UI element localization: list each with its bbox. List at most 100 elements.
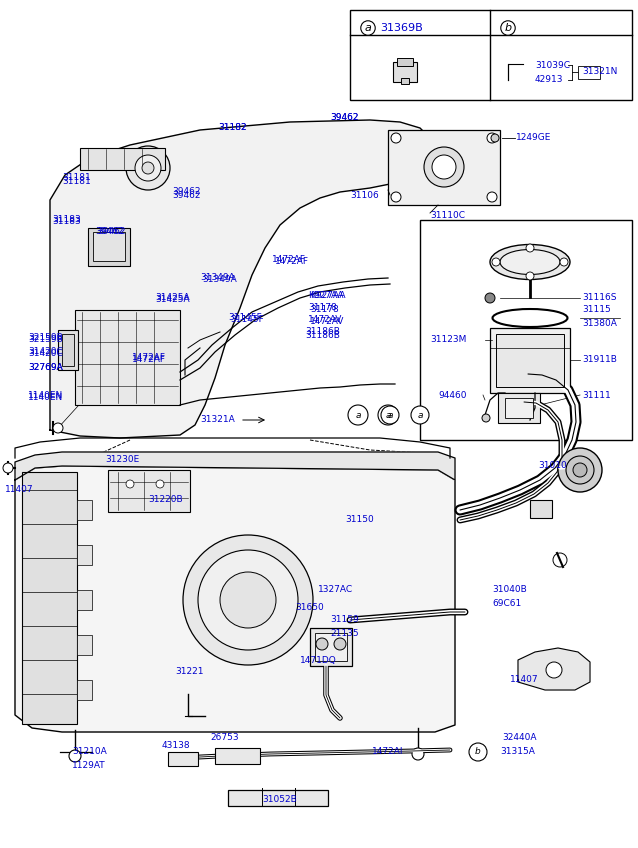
Text: 21135: 21135	[330, 628, 359, 638]
Text: a: a	[355, 410, 360, 420]
Text: 31220B: 31220B	[148, 495, 182, 505]
Bar	[88, 228, 130, 266]
Text: 1472AF: 1472AF	[132, 355, 166, 365]
Circle shape	[558, 448, 602, 492]
Bar	[77, 680, 92, 700]
Circle shape	[316, 638, 328, 650]
Circle shape	[391, 192, 401, 202]
Text: 26753: 26753	[210, 734, 239, 743]
Text: 31221: 31221	[175, 667, 204, 677]
Text: 31911B: 31911B	[582, 355, 617, 365]
Text: 1471DQ: 1471DQ	[300, 656, 337, 665]
Text: 31145F: 31145F	[230, 315, 263, 325]
Text: a: a	[385, 410, 390, 420]
Bar	[388, 130, 500, 205]
Text: 31178: 31178	[310, 304, 339, 314]
Bar	[77, 500, 92, 520]
Text: 1472AI: 1472AI	[372, 747, 403, 756]
Text: 39462: 39462	[172, 192, 200, 200]
Circle shape	[526, 272, 534, 280]
Bar	[315, 633, 347, 661]
Text: 1472AF: 1472AF	[132, 354, 166, 362]
Text: 31182: 31182	[218, 124, 247, 132]
Text: 31650: 31650	[295, 604, 323, 612]
Bar	[496, 334, 564, 387]
Bar	[168, 752, 198, 766]
Text: a: a	[387, 410, 393, 420]
Text: 39462: 39462	[330, 114, 359, 122]
Ellipse shape	[500, 249, 560, 275]
Circle shape	[348, 405, 368, 425]
Text: 31183: 31183	[52, 215, 81, 225]
Text: 32440A: 32440A	[502, 734, 537, 743]
Text: b: b	[475, 747, 481, 756]
Text: 11407: 11407	[5, 486, 34, 494]
Text: 31186B: 31186B	[305, 331, 340, 339]
Text: 1472AV: 1472AV	[310, 317, 345, 326]
Circle shape	[198, 550, 298, 650]
Circle shape	[526, 244, 534, 252]
Bar	[401, 78, 409, 84]
Text: 1249GE: 1249GE	[516, 133, 551, 142]
Circle shape	[156, 480, 164, 488]
Bar	[505, 398, 533, 418]
Bar	[108, 470, 190, 512]
Text: 1327AC: 1327AC	[318, 585, 353, 594]
Circle shape	[482, 414, 490, 422]
Circle shape	[3, 463, 13, 473]
Circle shape	[378, 405, 398, 425]
Circle shape	[142, 162, 154, 174]
Text: 1472AV: 1472AV	[308, 315, 343, 325]
Circle shape	[53, 423, 63, 433]
Text: 94460: 94460	[438, 390, 466, 399]
Circle shape	[553, 553, 567, 567]
Text: 31159: 31159	[330, 616, 359, 624]
Text: 1472AF: 1472AF	[272, 255, 306, 265]
Circle shape	[491, 134, 499, 142]
Bar	[498, 393, 540, 423]
Circle shape	[183, 535, 313, 665]
Text: 31181: 31181	[62, 177, 91, 187]
Bar	[80, 148, 165, 170]
Circle shape	[485, 293, 495, 303]
Text: 31150: 31150	[345, 516, 374, 525]
Polygon shape	[15, 466, 455, 732]
Bar	[77, 635, 92, 655]
Text: a: a	[364, 23, 371, 33]
Text: 31183: 31183	[52, 217, 81, 226]
Bar	[578, 66, 600, 79]
Text: 43138: 43138	[162, 740, 191, 750]
Ellipse shape	[490, 244, 570, 280]
Text: 32159B: 32159B	[28, 333, 63, 343]
Circle shape	[381, 406, 399, 424]
Bar	[77, 545, 92, 565]
Bar	[310, 628, 352, 666]
Text: 39462: 39462	[172, 187, 200, 197]
Text: K927AA: K927AA	[310, 292, 346, 300]
Bar	[22, 472, 77, 724]
Text: 31116S: 31116S	[582, 293, 616, 303]
Text: 31181: 31181	[62, 174, 91, 182]
Text: b: b	[505, 23, 512, 33]
Text: 31369B: 31369B	[380, 23, 423, 33]
Bar	[530, 500, 552, 518]
Text: 31039C: 31039C	[535, 60, 570, 70]
Bar	[58, 330, 78, 370]
Bar	[215, 748, 260, 764]
Circle shape	[391, 133, 401, 143]
Text: a: a	[417, 410, 423, 420]
Text: K927AA: K927AA	[308, 291, 343, 299]
Text: 31106: 31106	[350, 191, 379, 199]
Text: 39462: 39462	[97, 227, 126, 237]
Text: 31145F: 31145F	[228, 314, 262, 322]
Text: 31420C: 31420C	[28, 348, 63, 356]
Text: 32769A: 32769A	[28, 364, 63, 372]
Circle shape	[334, 638, 346, 650]
Text: 31123M: 31123M	[430, 336, 466, 344]
Text: 31349A: 31349A	[202, 276, 237, 284]
Text: 31321N: 31321N	[582, 68, 618, 76]
Text: 31110C: 31110C	[430, 210, 465, 220]
Text: 31186B: 31186B	[305, 327, 340, 337]
Text: 31178: 31178	[308, 304, 337, 313]
Text: 32769A: 32769A	[28, 364, 63, 372]
